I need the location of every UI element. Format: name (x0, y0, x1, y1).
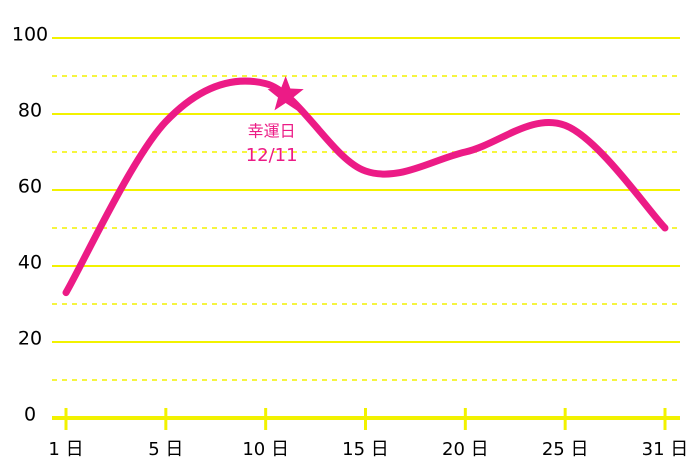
line (62, 77, 669, 297)
y-tick-label: 0 (24, 404, 36, 426)
highlight-star (267, 76, 304, 111)
y-tick-label: 20 (18, 328, 42, 350)
x-tick-label: 25 日 (542, 439, 589, 460)
y-tick-label: 100 (12, 24, 48, 46)
highlight-label: 幸運日 (248, 122, 296, 141)
highlight-date: 12/11 (246, 145, 298, 166)
x-tick-label: 15 日 (342, 439, 389, 460)
y-tick-label: 40 (18, 252, 42, 274)
y-tick-label: 60 (18, 176, 42, 198)
x-tick-label: 1 日 (48, 439, 83, 460)
x-tick-label: 5 日 (148, 439, 183, 460)
x-tick-label: 20 日 (442, 439, 489, 460)
x-tick-label: 10 日 (242, 439, 289, 460)
x-tick-label: 31 日 (642, 439, 689, 460)
y-tick-label: 80 (18, 100, 42, 122)
